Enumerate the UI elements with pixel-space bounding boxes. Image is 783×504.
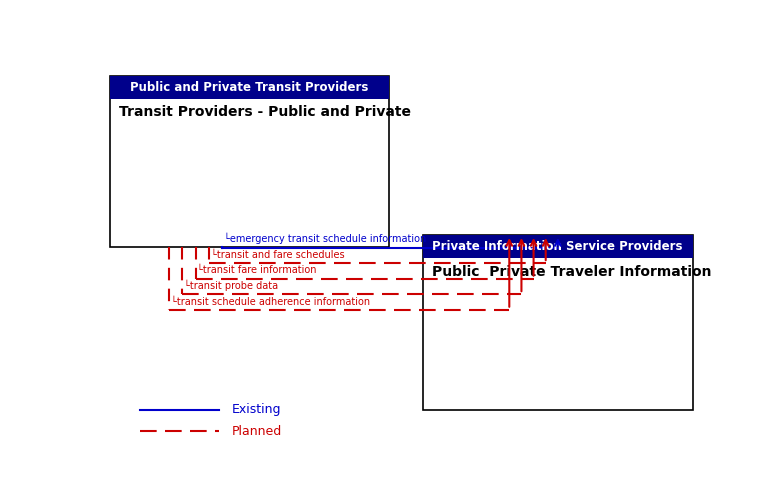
Text: └transit and fare schedules: └transit and fare schedules	[211, 250, 345, 260]
Text: └transit probe data: └transit probe data	[184, 280, 278, 291]
Text: Private Information Service Providers: Private Information Service Providers	[432, 240, 683, 253]
Text: Planned: Planned	[232, 424, 282, 437]
Text: Public  Private Traveler Information: Public Private Traveler Information	[431, 265, 711, 279]
Text: └transit fare information: └transit fare information	[197, 266, 317, 276]
Bar	[423, 235, 693, 410]
Text: └emergency transit schedule information: └emergency transit schedule information	[224, 233, 427, 244]
Text: Public and Private Transit Providers: Public and Private Transit Providers	[131, 81, 369, 94]
Text: Transit Providers - Public and Private: Transit Providers - Public and Private	[119, 105, 411, 119]
Bar	[110, 76, 389, 98]
Text: Existing: Existing	[232, 403, 281, 416]
Text: └transit schedule adherence information: └transit schedule adherence information	[171, 296, 370, 306]
Bar	[423, 235, 693, 258]
Bar	[110, 76, 389, 247]
